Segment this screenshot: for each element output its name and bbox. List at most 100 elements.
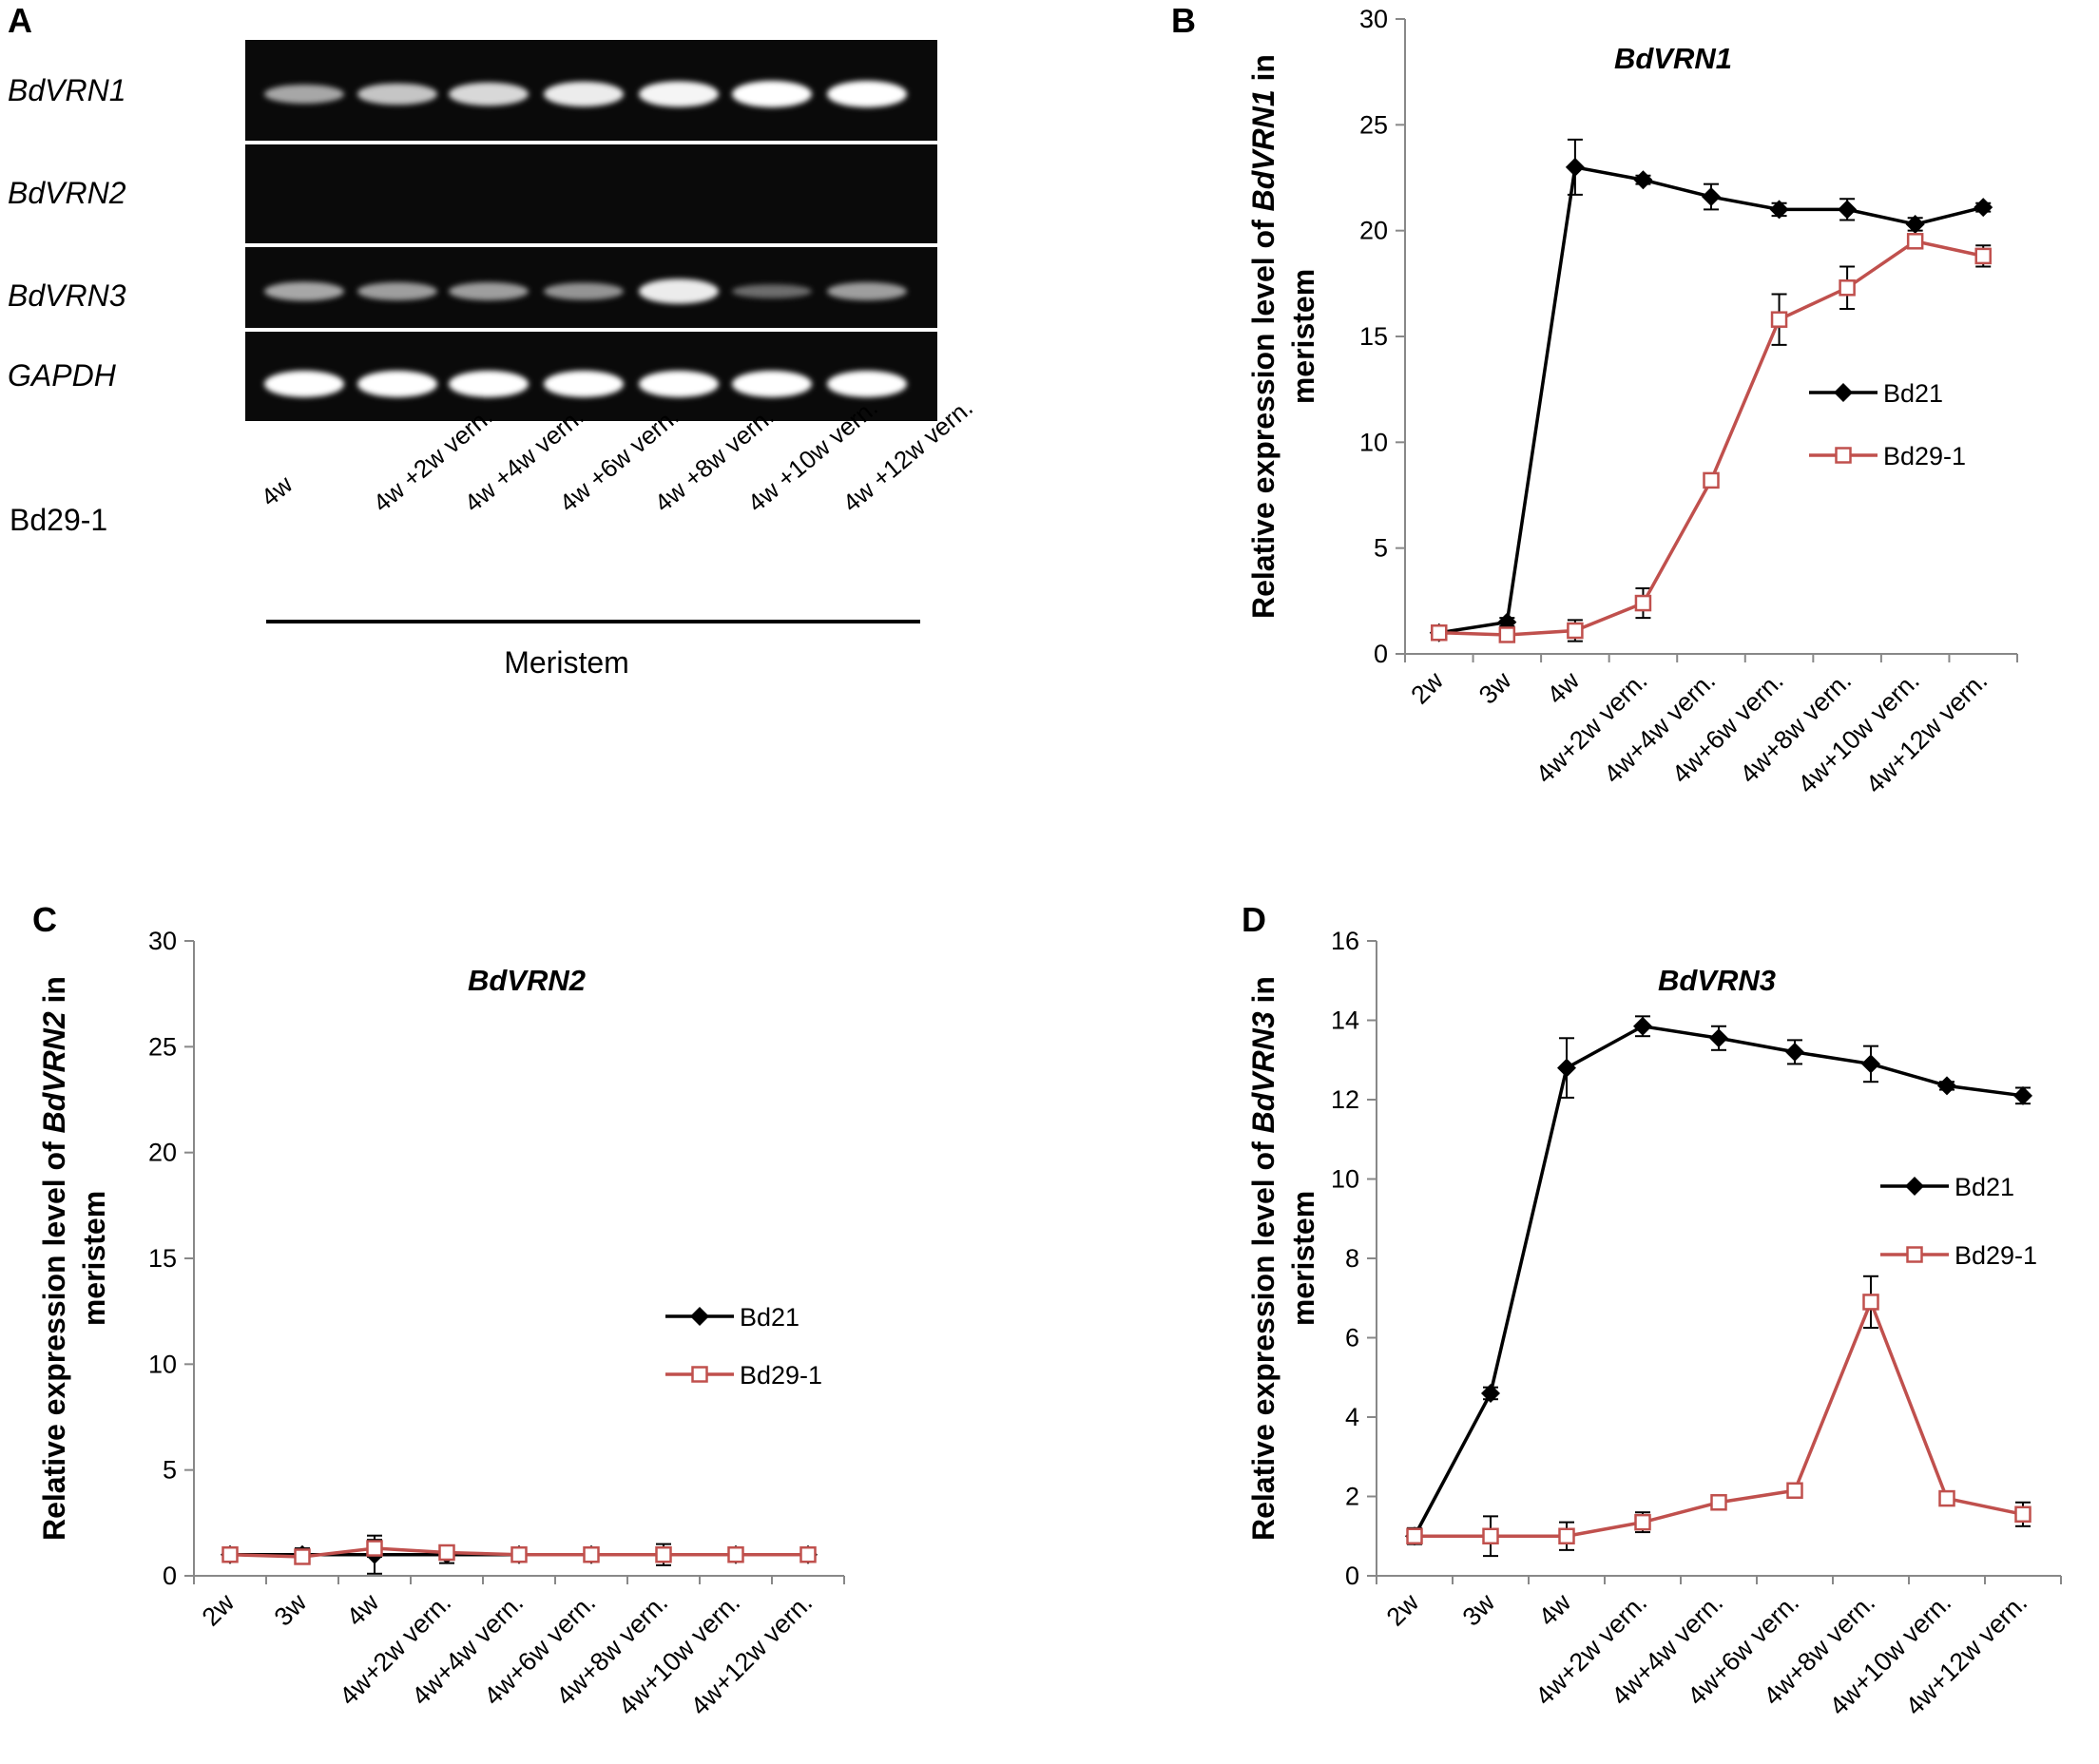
gel-band <box>449 82 529 106</box>
chart-title: BdVRN2 <box>468 964 586 997</box>
data-point <box>1634 594 1652 612</box>
series-bd21 <box>1429 138 1993 642</box>
gel-row-bdvrn2 <box>245 144 937 243</box>
data-point <box>1633 1016 1652 1036</box>
data-point <box>727 1545 744 1563</box>
data-point <box>1769 200 1789 220</box>
legend-label: Bd21 <box>740 1303 799 1332</box>
x-tick-label: 4w+10w vern. <box>1792 666 1925 799</box>
y-tick-label: 15 <box>148 1244 177 1273</box>
legend: Bd21 Bd29-1 <box>1809 379 1966 470</box>
gel-band <box>357 83 437 105</box>
x-tick-label: 4w <box>1533 1588 1577 1632</box>
y-tick-label: 0 <box>1345 1562 1359 1590</box>
y-axis-label: Relative expression level of BdVRN2 inme… <box>37 976 111 1541</box>
legend-label: Bd29-1 <box>1955 1241 2037 1270</box>
data-point <box>1565 157 1585 177</box>
x-tick-label: 2w <box>197 1588 241 1632</box>
y-tick-label: 0 <box>1374 640 1388 668</box>
legend: Bd21 Bd29-1 <box>665 1303 822 1390</box>
chart-title: BdVRN3 <box>1658 964 1776 997</box>
y-tick-label: 25 <box>148 1032 177 1061</box>
data-point <box>2014 1505 2032 1524</box>
y-axis-label: Relative expression level of BdVRN1 inme… <box>1246 54 1320 619</box>
data-point <box>1482 1527 1499 1544</box>
series-bd29-1 <box>221 1539 817 1565</box>
gel-band <box>639 371 719 397</box>
gel-gene-label: BdVRN3 <box>8 278 126 313</box>
data-point <box>438 1544 455 1562</box>
x-tick-label: 2w <box>1381 1588 1425 1632</box>
y-tick-label: 12 <box>1331 1085 1359 1114</box>
data-point <box>1406 1527 1423 1544</box>
y-tick-label: 20 <box>148 1139 177 1167</box>
y-tick-label: 6 <box>1345 1324 1359 1352</box>
y-tick-label: 2 <box>1345 1483 1359 1511</box>
lane-label: 4w <box>256 470 298 511</box>
gel-band <box>264 281 344 301</box>
data-point <box>1905 1177 1924 1196</box>
data-point <box>1634 1513 1651 1531</box>
panel-letter-d: D <box>1242 900 1266 939</box>
gel-band <box>732 284 812 298</box>
gel-band <box>264 371 344 397</box>
tissue-label: Meristem <box>504 645 629 680</box>
y-tick-label: 5 <box>1374 534 1388 563</box>
sample-label: Bd29-1 <box>10 503 107 537</box>
y-tick-label: 10 <box>1359 428 1388 456</box>
gel-band <box>357 282 437 300</box>
data-point <box>1786 1482 1803 1499</box>
data-point <box>799 1545 817 1563</box>
gel-band <box>827 371 907 397</box>
series-bd29-1 <box>1431 233 1992 643</box>
data-point <box>690 1307 709 1326</box>
data-point <box>1770 311 1788 328</box>
y-tick-label: 5 <box>163 1456 177 1485</box>
y-tick-label: 4 <box>1345 1403 1359 1431</box>
data-point <box>691 1366 708 1383</box>
gel-band <box>449 371 529 397</box>
data-point <box>655 1545 672 1563</box>
data-point <box>1938 1489 1955 1507</box>
data-point <box>1431 623 1448 642</box>
data-point <box>1839 279 1856 297</box>
chart-title: BdVRN1 <box>1614 42 1732 75</box>
gel-band <box>639 81 719 107</box>
data-point <box>294 1548 311 1565</box>
data-point <box>1481 1383 1500 1403</box>
series-bd29-1 <box>1406 1275 2032 1558</box>
y-tick-label: 20 <box>1359 217 1388 245</box>
data-point <box>1905 214 1925 234</box>
panel-letter-a: A <box>8 1 32 40</box>
data-point <box>221 1545 239 1563</box>
data-point <box>1558 1527 1575 1544</box>
data-point <box>583 1545 600 1563</box>
series-line <box>1438 239 1984 637</box>
data-point <box>1703 471 1720 489</box>
gel-band <box>544 371 624 397</box>
x-tick-label: 3w <box>1473 666 1517 710</box>
gel-band <box>449 282 529 300</box>
data-point <box>1937 1076 1956 1096</box>
y-tick-label: 16 <box>1331 927 1359 955</box>
data-point <box>1557 1058 1576 1078</box>
y-tick-label: 15 <box>1359 322 1388 351</box>
x-tick-label: 4w+12w vern. <box>1860 666 1993 799</box>
y-axis-label: Relative expression level of BdVRN3 inme… <box>1246 976 1320 1541</box>
data-point <box>1974 247 1992 265</box>
x-tick-label: 3w <box>1457 1588 1501 1632</box>
x-tick-label: 4w <box>341 1588 385 1632</box>
gel-band <box>732 81 812 107</box>
data-point <box>1838 200 1858 220</box>
gel-band <box>264 85 344 104</box>
data-point <box>1862 1294 1879 1311</box>
legend-label: Bd29-1 <box>740 1361 822 1390</box>
data-point <box>510 1545 528 1563</box>
x-tick-label: 3w <box>269 1588 313 1632</box>
y-tick-label: 0 <box>163 1562 177 1590</box>
